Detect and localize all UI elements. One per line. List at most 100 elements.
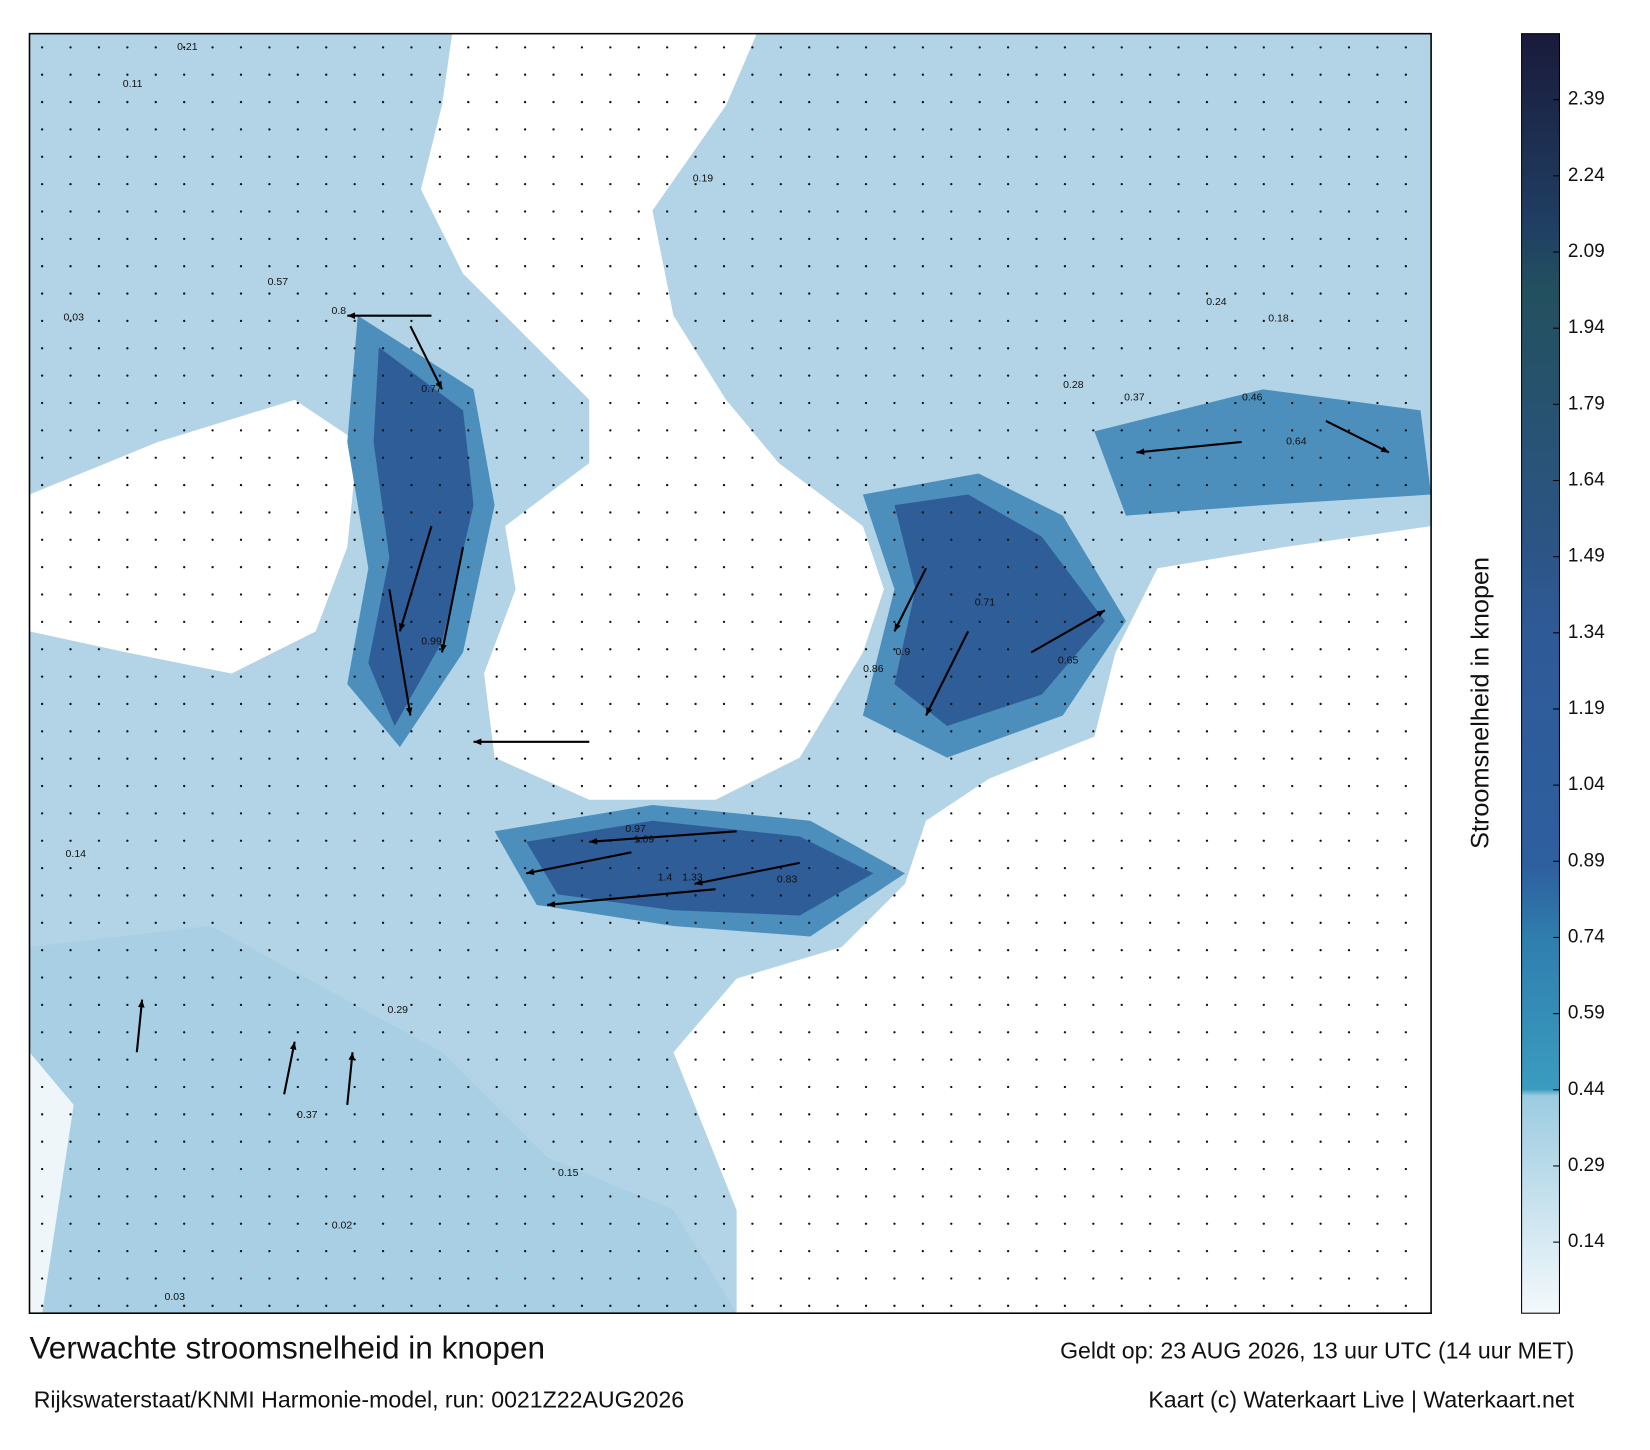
grid-dot [183,182,186,186]
grid-dot [1063,1195,1067,1198]
grid-dot [1063,1058,1067,1061]
grid-dot [69,483,72,487]
grid-dot [552,1277,555,1280]
grid-dot [1319,976,1322,979]
grid-dot [467,483,470,487]
grid-dot [950,1277,953,1280]
grid-dot [893,1058,896,1061]
grid-dot [126,949,129,952]
grid-dot [1262,155,1265,158]
grid-dot [1291,401,1294,405]
grid-dot [637,1249,640,1253]
grid-dot [751,784,754,788]
grid-dot [410,566,413,569]
grid-dot [1404,100,1407,104]
grid-dot [268,976,271,979]
grid-dot [1262,757,1265,760]
grid-dot [836,1195,839,1198]
grid-dot [268,182,271,186]
grid-dot [950,292,953,295]
grid-dot [183,702,186,706]
grid-dot [1177,483,1180,487]
grid-dot [183,1003,186,1007]
colorbar-tick-label: 2.24 [1568,165,1605,186]
grid-dot [836,73,839,76]
grid-dot [808,456,811,459]
grid-dot [211,812,214,815]
grid-dot [1262,128,1265,131]
grid-dot [1063,155,1067,158]
grid-dot [893,949,896,952]
grid-dot [1319,210,1322,213]
grid-dot [40,210,44,213]
grid-dot [1177,1249,1180,1253]
grid-dot [268,429,271,432]
grid-dot [1347,155,1351,158]
speed-label: 0.15 [558,1167,579,1179]
grid-dot [381,1222,385,1225]
grid-dot [438,1140,442,1143]
grid-dot [722,1304,726,1307]
grid-dot [1006,100,1010,104]
grid-dot [722,374,726,377]
grid-dot [438,566,442,569]
grid-dot [864,155,868,158]
grid-dot [779,921,782,924]
current-arrow [346,1052,354,1105]
grid-dot [722,1195,726,1198]
grid-dot [1205,566,1209,569]
grid-dot [381,538,385,541]
grid-dot [183,538,186,541]
grid-dot [893,1167,896,1171]
grid-dot [69,210,72,213]
grid-dot [950,1249,953,1253]
grid-dot [950,812,953,815]
grid-dot [1347,100,1351,104]
grid-dot [864,73,868,76]
grid-dot [353,538,356,541]
grid-dot [1234,921,1237,924]
grid-dot [637,1003,640,1007]
grid-dot [410,319,413,323]
grid-dot [69,292,72,295]
grid-dot [1006,511,1010,514]
grid-dot [1347,1222,1351,1225]
grid-dot [637,1058,640,1061]
grid-dot [694,648,697,651]
grid-dot [666,894,669,897]
grid-dot [381,319,385,323]
speed-label: 0.24 [1206,296,1227,308]
grid-dot [467,784,470,788]
grid-dot [552,1140,555,1143]
grid-dot [40,182,44,186]
grid-dot [1404,483,1407,487]
colorbar-tick-label: 2.39 [1568,89,1605,110]
grid-dot [69,155,72,158]
grid-dot [183,1195,186,1198]
grid-dot [97,1167,101,1171]
grid-dot [808,511,811,514]
grid-dot [523,1167,527,1171]
grid-dot [694,347,697,350]
grid-dot [864,921,868,924]
grid-dot [1035,46,1038,49]
grid-dot [1234,1277,1237,1280]
grid-dot [1148,182,1152,186]
grid-dot [978,866,981,870]
grid-dot [1291,374,1294,377]
grid-dot [1177,1140,1180,1143]
grid-dot [183,155,186,158]
grid-dot [1376,401,1379,405]
grid-dot [467,702,470,706]
grid-dot [1347,1085,1351,1089]
grid-dot [580,182,584,186]
grid-dot [183,839,186,842]
grid-dot [1148,128,1152,131]
grid-dot [637,237,640,241]
grid-dot [1205,894,1209,897]
grid-dot [751,265,754,268]
grid-dot [779,292,782,295]
grid-dot [1092,894,1095,897]
grid-dot [353,894,356,897]
grid-dot [1404,675,1407,678]
